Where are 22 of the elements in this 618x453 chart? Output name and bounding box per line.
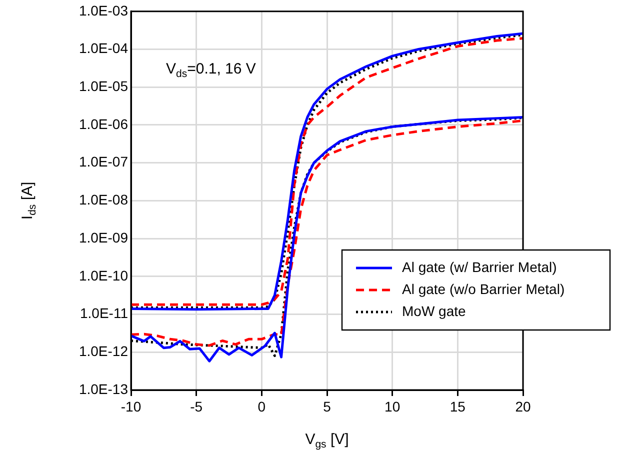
y-tick-label: 1.0E-06 — [78, 116, 128, 132]
y-tick-label: 1.0E-12 — [78, 343, 128, 359]
legend-label: Al gate (w/ Barrier Metal) — [402, 258, 557, 275]
y-tick-label: 1.0E-05 — [78, 78, 128, 94]
y-tick-label: 1.0E-13 — [78, 380, 128, 397]
x-tick-label: 20 — [515, 398, 531, 414]
y-tick-label: 1.0E-07 — [78, 154, 128, 170]
x-tick-label: 0 — [258, 398, 266, 414]
legend-label: MoW gate — [402, 302, 466, 319]
y-tick-label: 1.0E-10 — [78, 267, 128, 284]
x-tick-label: -5 — [190, 398, 203, 414]
y-tick-label: 1.0E-04 — [78, 40, 128, 56]
y-tick-label: 1.0E-11 — [80, 305, 128, 322]
y-axis-title: Ids [A] — [19, 182, 38, 220]
y-tick-label: 1.0E-08 — [78, 192, 128, 208]
x-tick-label: -10 — [120, 398, 142, 414]
x-tick-label: 15 — [450, 398, 466, 414]
y-tick-label: 1.0E-03 — [78, 2, 128, 18]
legend-label: Al gate (w/o Barrier Metal) — [402, 280, 565, 297]
y-tick-label: 1.0E-09 — [78, 229, 128, 246]
x-tick-label: 10 — [384, 398, 400, 414]
x-tick-label: 5 — [323, 398, 332, 414]
